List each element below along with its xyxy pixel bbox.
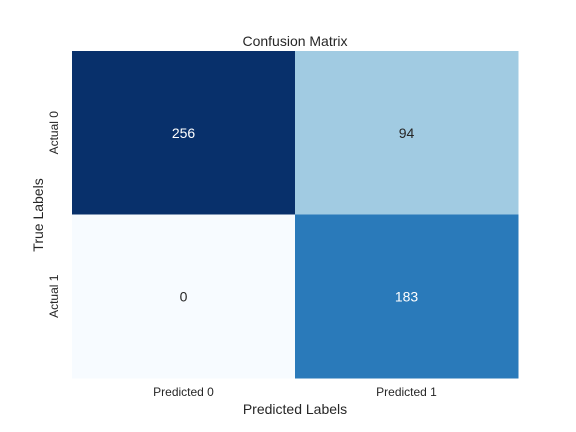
cell-value-label-0-1: 94 <box>399 125 415 141</box>
y-tick-labels: Actual 0 Actual 1 <box>47 111 61 318</box>
x-tick-label-1: Predicted 1 <box>376 385 437 399</box>
x-tick-label-0: Predicted 0 <box>153 385 214 399</box>
x-axis-label: Predicted Labels <box>243 401 347 417</box>
y-tick-label-1: Actual 1 <box>47 274 61 318</box>
heatmap-cell-1-1 <box>295 214 519 379</box>
x-tick-labels: Predicted 0 Predicted 1 <box>153 385 437 399</box>
y-tick-label-0: Actual 0 <box>47 111 61 155</box>
chart-title: Confusion Matrix <box>242 33 347 49</box>
heatmap-cell-labels: 256 94 0 183 <box>172 125 419 305</box>
cell-value-label-1-0: 0 <box>180 288 188 304</box>
cell-value-label-0-0: 256 <box>172 125 196 141</box>
y-axis-label: True Labels <box>30 178 46 251</box>
heatmap-cell-1-0 <box>72 214 296 379</box>
heatmap-cell-0-1 <box>295 51 519 215</box>
heatmap-cells <box>72 51 519 379</box>
cell-value-label-1-1: 183 <box>395 288 419 304</box>
heatmap-cell-0-0 <box>72 51 296 215</box>
